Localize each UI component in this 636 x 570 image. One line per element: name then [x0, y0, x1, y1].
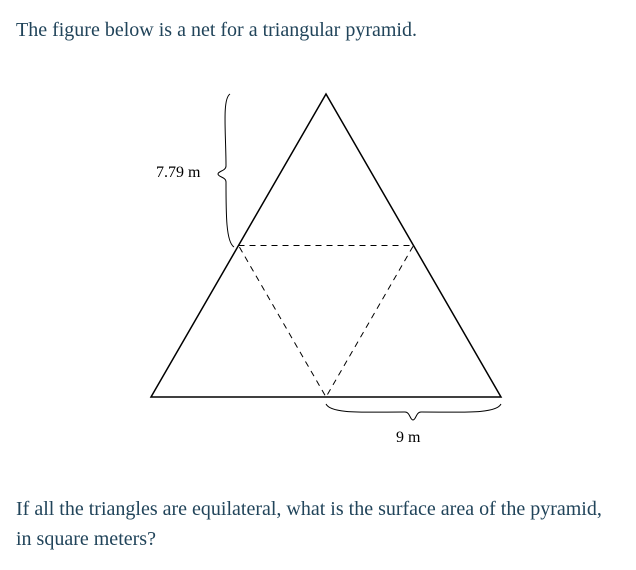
side-measurement-label: 7.79 m [156, 164, 200, 182]
left-brace [218, 94, 234, 247]
bottom-measurement-label: 9 m [396, 429, 420, 447]
pyramid-net-svg [16, 84, 616, 464]
intro-text: The figure below is a net for a triangul… [16, 16, 620, 44]
question-text: If all the triangles are equilateral, wh… [16, 494, 620, 554]
bottom-brace [326, 404, 501, 420]
inner-dashed-triangle [239, 246, 414, 398]
figure-container: 7.79 m 9 m [16, 84, 616, 464]
outer-triangle [151, 94, 501, 397]
